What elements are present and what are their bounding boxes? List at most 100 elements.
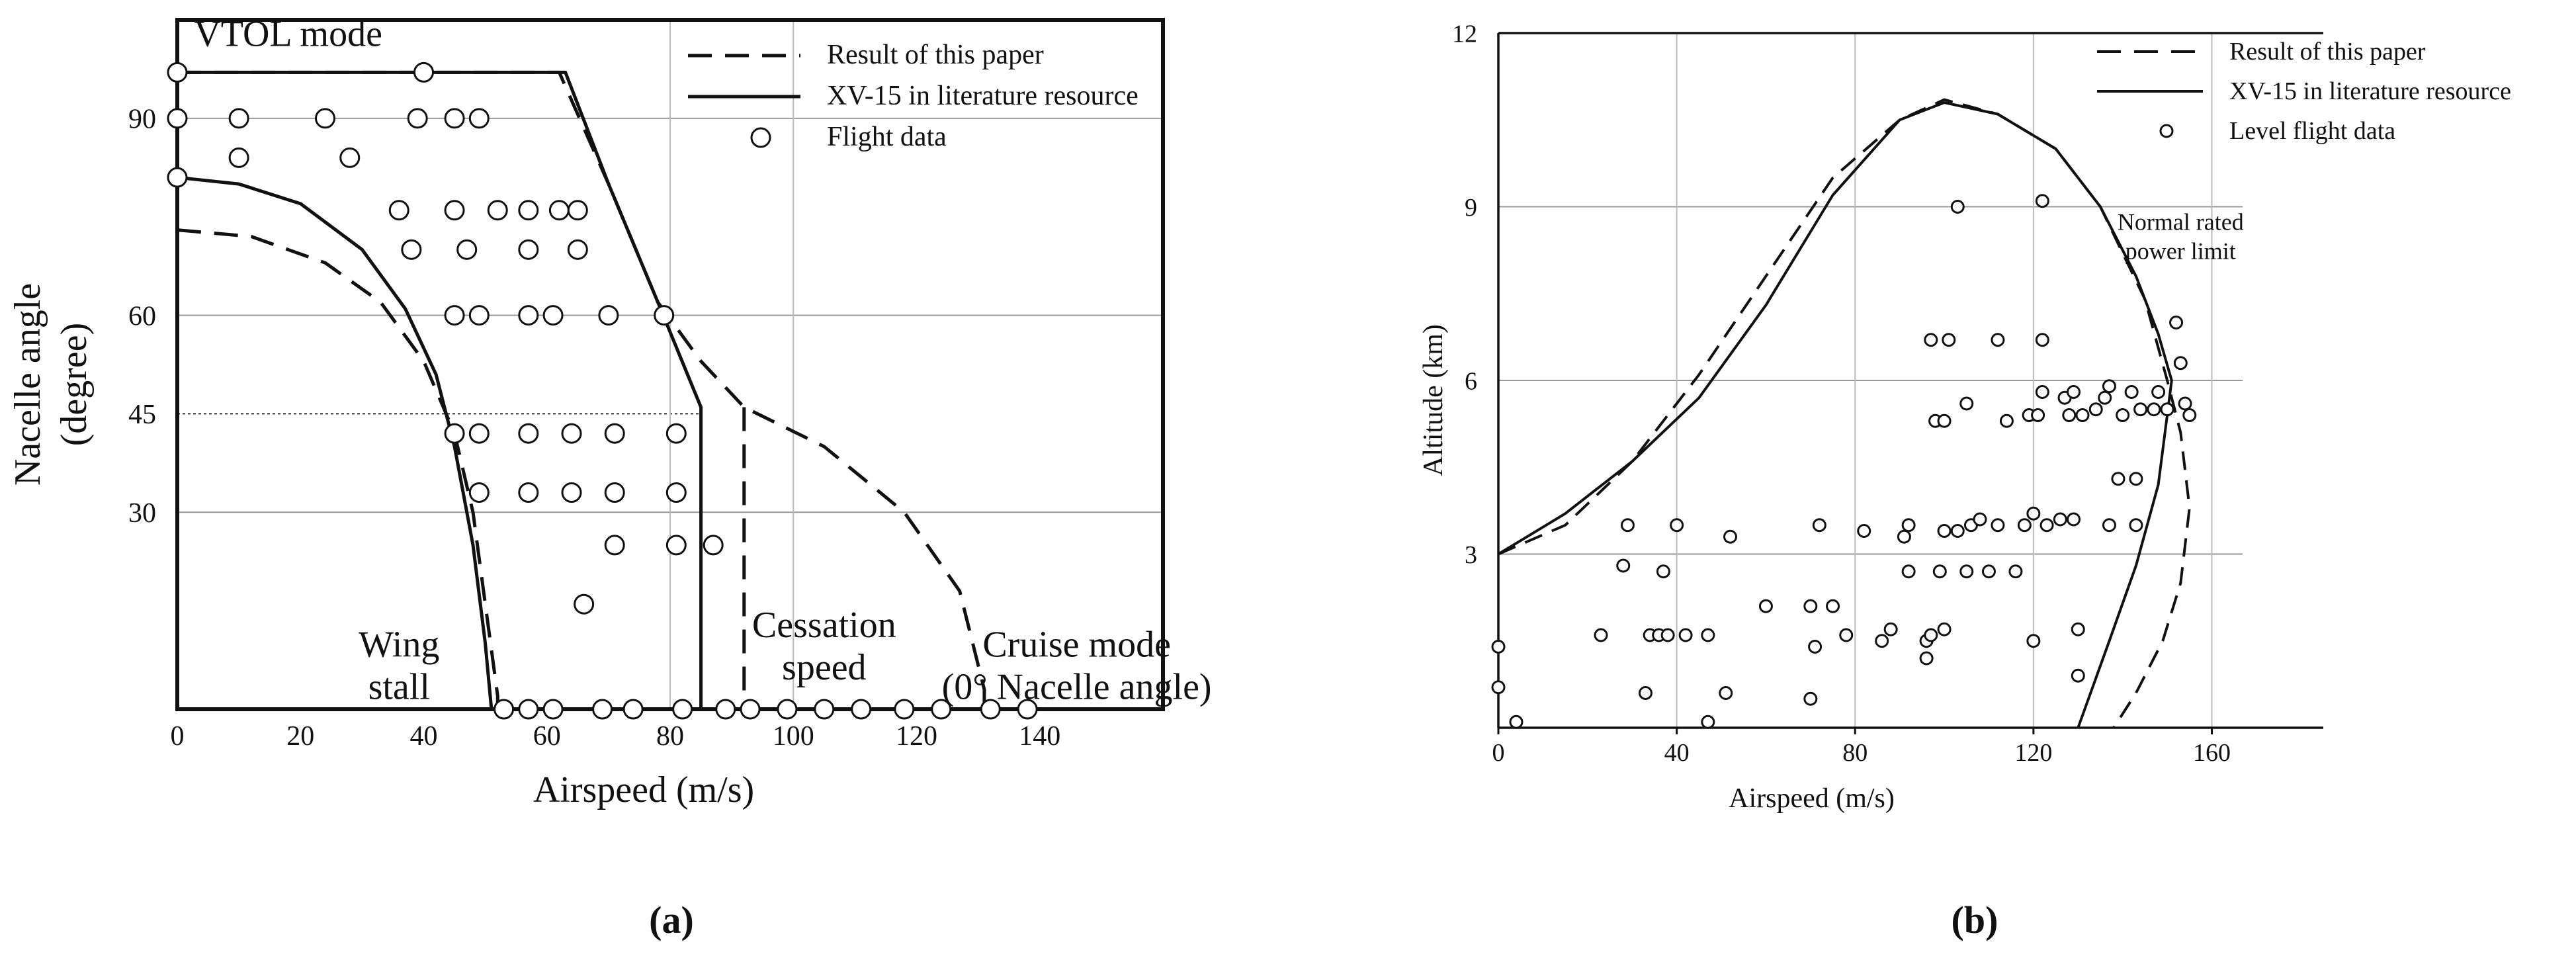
data-point	[1875, 634, 1889, 648]
data-point	[2169, 316, 2184, 329]
annotation-text: speed	[782, 647, 867, 688]
legend-marker-circle	[750, 127, 771, 148]
x-tick-label: 120	[2014, 739, 2052, 767]
data-point	[1942, 333, 1956, 347]
data-point	[401, 239, 422, 260]
y-axis-label: Nacelle angle	[7, 283, 48, 486]
x-tick-label: 160	[2193, 739, 2231, 767]
legend: Result of this paper XV-15 in literature …	[2097, 38, 2511, 145]
annotation-text: Cruise mode	[982, 625, 1171, 666]
annotation-text: VTOL mode	[194, 14, 382, 55]
data-point	[715, 699, 736, 720]
data-point	[1897, 529, 1911, 544]
data-point	[740, 699, 761, 720]
data-point	[1491, 640, 1506, 654]
x-tick-label: 140	[1019, 721, 1060, 752]
legend-label: Level flight data	[2229, 117, 2395, 145]
data-point	[1901, 564, 1916, 579]
data-point	[703, 535, 724, 556]
data-point	[1701, 715, 1715, 729]
data-point	[1723, 529, 1738, 544]
series-dashed	[177, 70, 986, 709]
data-point	[561, 423, 582, 444]
data-point	[167, 62, 188, 83]
data-point	[2039, 518, 2054, 533]
data-point	[1919, 651, 1934, 666]
y-tick-label: 12	[1452, 20, 1477, 48]
data-point	[1656, 564, 1670, 579]
data-point	[1932, 564, 1947, 579]
data-point	[1491, 680, 1506, 695]
data-point	[518, 423, 539, 444]
annotation-text: Cessation	[752, 605, 896, 646]
data-point	[851, 699, 872, 720]
data-point	[542, 305, 564, 326]
annotation-text: Wing	[359, 625, 439, 666]
grid-lines	[1498, 33, 2243, 728]
data-point	[1999, 413, 2014, 428]
panel-label: (b)	[1952, 898, 1998, 941]
data-point	[339, 147, 361, 168]
y-tick-label: 3	[1465, 541, 1477, 569]
grid-lines	[177, 20, 1163, 709]
data-point	[542, 699, 564, 720]
x-tick-label: 60	[533, 721, 561, 752]
data-point	[894, 699, 915, 720]
data-point	[2102, 518, 2116, 533]
series-circle	[1491, 194, 2197, 729]
data-point	[1758, 599, 1773, 613]
data-point	[2071, 668, 2085, 683]
data-point	[2017, 518, 2032, 533]
x-tick-label: 0	[171, 721, 185, 752]
data-point	[2035, 333, 2049, 347]
y-tick-label: 6	[1465, 367, 1477, 395]
data-point	[1660, 628, 1675, 642]
data-point	[2160, 402, 2174, 417]
x-axis-label: Airspeed (m/s)	[1729, 783, 1895, 814]
data-point	[413, 62, 434, 83]
solid-curve	[177, 175, 494, 710]
x-tick-label: 20	[286, 721, 314, 752]
y-axis-label-group: Nacelle angle (degree)	[7, 283, 95, 486]
dashed-curve	[177, 70, 986, 709]
data-point	[2111, 472, 2125, 486]
data-point	[1924, 628, 1938, 642]
data-point	[1924, 333, 1938, 347]
data-point	[2124, 385, 2139, 399]
legend-label: XV-15 in literature resource	[827, 81, 1138, 111]
data-point	[1839, 628, 1854, 642]
legend-label: Result of this paper	[2229, 38, 2426, 65]
y-tick-label: 60	[128, 301, 156, 331]
data-point	[2151, 385, 2166, 399]
data-point	[1959, 396, 1974, 411]
y-tick-label: 90	[128, 105, 156, 135]
data-point	[518, 305, 539, 326]
data-point	[2133, 402, 2148, 417]
data-point	[518, 699, 539, 720]
data-point	[518, 200, 539, 221]
data-point	[567, 239, 588, 260]
data-point	[777, 699, 798, 720]
x-tick-label: 40	[410, 721, 438, 752]
data-point	[167, 167, 188, 188]
data-point	[167, 108, 188, 129]
data-point	[1901, 518, 1916, 533]
y-axis-label: (degree)	[54, 323, 95, 447]
data-point	[1678, 628, 1693, 642]
data-point	[468, 305, 490, 326]
data-point	[2071, 622, 2085, 636]
x-tick-label: 0	[1492, 739, 1505, 767]
data-point	[1857, 524, 1871, 538]
chart-panel-a: 0 20 40 60 80 100 120 140 30 45 60 90 Airspeed (m/s)…	[7, 14, 1212, 941]
plot-frame	[175, 18, 1165, 711]
data-point	[518, 482, 539, 503]
data-point	[2008, 564, 2023, 579]
data-point	[1701, 628, 1715, 642]
data-point	[2129, 518, 2143, 533]
data-point	[561, 482, 582, 503]
annotation-text: Normal rated	[2118, 209, 2244, 236]
data-point	[1937, 413, 1952, 428]
y-tick-label: 45	[128, 400, 156, 430]
data-point	[1616, 558, 1631, 573]
data-point	[315, 108, 335, 129]
